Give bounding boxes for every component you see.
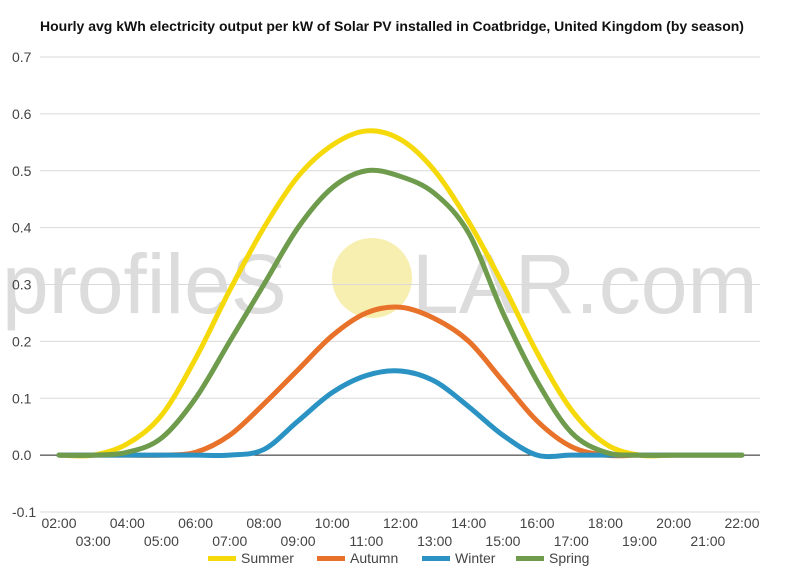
legend-item-winter: Winter [422, 550, 496, 566]
x-tick-label: 02:00 [41, 515, 76, 531]
y-tick-label: 0.5 [12, 163, 32, 179]
x-tick-label: 04:00 [110, 515, 145, 531]
y-tick-label: 0.2 [12, 333, 32, 349]
x-tick-label: 06:00 [178, 515, 213, 531]
legend-label: Winter [455, 550, 496, 566]
watermark-sun [332, 238, 412, 318]
legend-item-autumn: Autumn [317, 550, 398, 566]
legend-item-spring: Spring [516, 550, 589, 566]
legend-swatch [317, 556, 345, 561]
y-tick-label: 0.6 [12, 106, 32, 122]
y-tick-label: 0.7 [12, 49, 32, 65]
x-tick-label: 22:00 [724, 515, 759, 531]
x-tick-label: 20:00 [656, 515, 691, 531]
x-tick-label: 11:00 [349, 533, 383, 549]
legend-item-summer: Summer [208, 550, 294, 566]
x-tick-label: 09:00 [281, 533, 316, 549]
y-tick-label: -0.1 [12, 504, 36, 520]
x-tick-label: 14:00 [451, 515, 486, 531]
y-tick-label: 0.0 [12, 447, 32, 463]
legend-swatch [422, 556, 450, 561]
legend-swatch [516, 556, 544, 561]
x-tick-label: 10:00 [315, 515, 350, 531]
legend: Summer Autumn Winter Spring [208, 550, 589, 566]
x-tick-label: 19:00 [622, 533, 657, 549]
x-tick-label: 17:00 [554, 533, 589, 549]
chart-title: Hourly avg kWh electricity output per kW… [40, 18, 744, 34]
x-tick-label: 03:00 [76, 533, 111, 549]
x-tick-label: 15:00 [485, 533, 520, 549]
legend-label: Summer [241, 550, 294, 566]
y-axis: -0.1 0.0 0.1 0.2 0.3 0.4 0.5 0.6 0.7 [12, 49, 36, 520]
x-tick-label: 05:00 [144, 533, 179, 549]
legend-label: Autumn [350, 550, 398, 566]
x-tick-label: 08:00 [246, 515, 281, 531]
x-tick-label: 16:00 [520, 515, 555, 531]
y-tick-label: 0.3 [12, 277, 32, 293]
x-tick-label: 12:00 [383, 515, 418, 531]
legend-swatch [208, 556, 236, 561]
series-line-summer [56, 128, 745, 459]
series-line-spring [56, 167, 745, 458]
series-lines [56, 128, 745, 460]
x-tick-label: 18:00 [588, 515, 623, 531]
x-tick-label: 21:00 [690, 533, 725, 549]
legend-label: Spring [549, 550, 589, 566]
x-tick-label: 13:00 [417, 533, 452, 549]
y-tick-label: 0.4 [12, 220, 32, 236]
x-tick-label: 07:00 [212, 533, 247, 549]
y-tick-label: 0.1 [12, 390, 32, 406]
